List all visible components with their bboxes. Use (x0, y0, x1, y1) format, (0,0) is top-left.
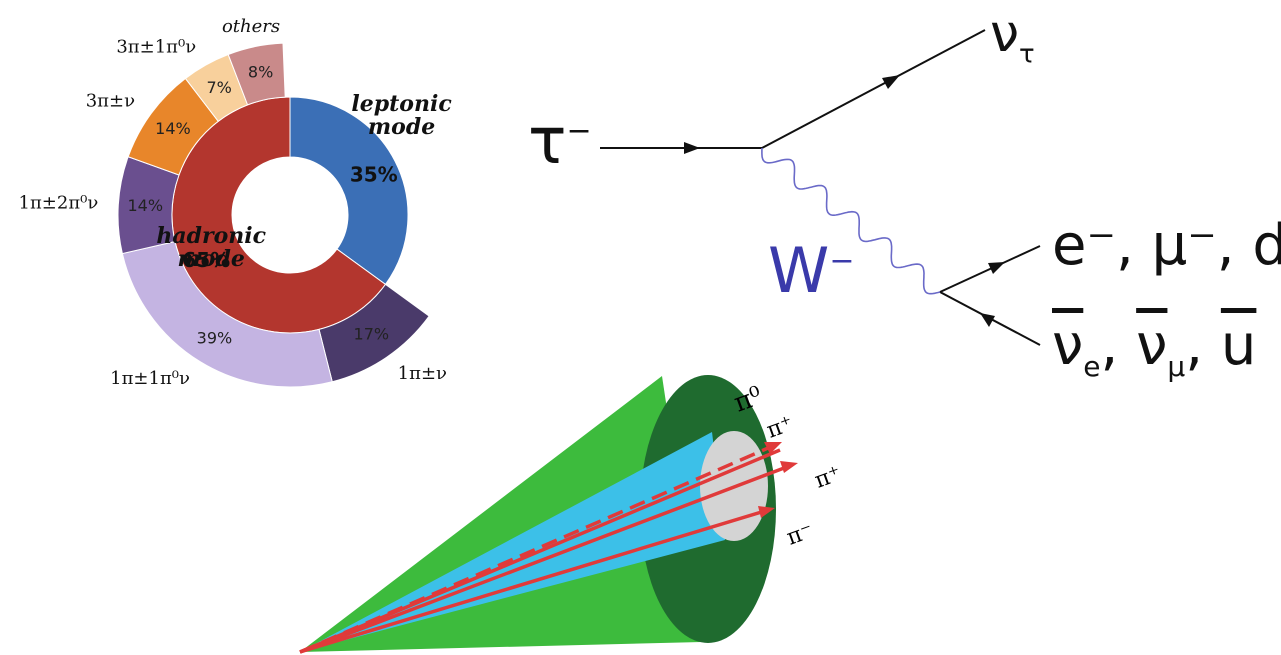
outer-value-label: 17% (354, 325, 390, 344)
outer-value-label: 39% (197, 328, 233, 347)
symbol: u (1221, 313, 1257, 378)
inner-value-label: 35% (350, 162, 398, 186)
page: π⁰ π⁺ π⁺ π⁻ 35%65%17%1π±ν39%1π±1π⁰ν14%1π… (0, 0, 1281, 655)
fermion-line (940, 246, 1040, 292)
arrow (684, 142, 700, 154)
outer-category-label: 3π±ν (86, 91, 135, 112)
pion-label: π⁻ (784, 518, 817, 550)
outer-category-label: others (222, 16, 280, 37)
symbol: τ (528, 105, 567, 179)
outer-value-label: 7% (206, 78, 231, 97)
separator: , (1101, 313, 1119, 378)
pion-label: π⁺ (812, 461, 845, 493)
separator: , (1185, 313, 1203, 378)
outer-value-label: 14% (155, 119, 191, 138)
outer-category-label: 1π±2π⁰ν (19, 193, 99, 214)
particles-label: e⁻, μ⁻, d (1052, 218, 1281, 274)
superscript: − (829, 243, 854, 278)
nu-tau-label: ντ (990, 8, 1035, 67)
symbol: ν (990, 4, 1019, 64)
subscript: τ (1019, 39, 1035, 69)
subscript: e (1083, 350, 1100, 383)
symbol: ν (1052, 313, 1083, 378)
antiparticles-label: νe, νμ, u (1052, 318, 1256, 381)
outer-category-label: 1π±1π⁰ν (110, 368, 190, 389)
outer-category-label: 3π±1π⁰ν (116, 36, 196, 57)
tau-label: τ− (528, 110, 592, 174)
arrow (980, 313, 995, 327)
w-label: W− (768, 240, 854, 302)
inner-name-label: hadronic mode (156, 225, 266, 271)
donut-chart: 35%65%17%1π±ν39%1π±1π⁰ν14%1π±2π⁰ν14%3π±ν… (19, 16, 447, 389)
pion-label: π⁺ (764, 411, 797, 443)
nu-line (762, 30, 985, 148)
symbol: W (768, 234, 829, 307)
superscript: − (567, 114, 592, 149)
outer-value-label: 14% (127, 196, 163, 215)
arrow (988, 262, 1005, 274)
jet-cone: π⁰ π⁺ π⁺ π⁻ (300, 375, 845, 652)
arrow (780, 461, 798, 473)
inner-name-label: leptonic mode (347, 93, 457, 139)
symbol: ν (1136, 313, 1167, 378)
outer-value-label: 8% (248, 63, 273, 82)
subscript: μ (1167, 350, 1185, 383)
outer-category-label: 1π±ν (398, 363, 447, 384)
arrow (882, 75, 900, 89)
